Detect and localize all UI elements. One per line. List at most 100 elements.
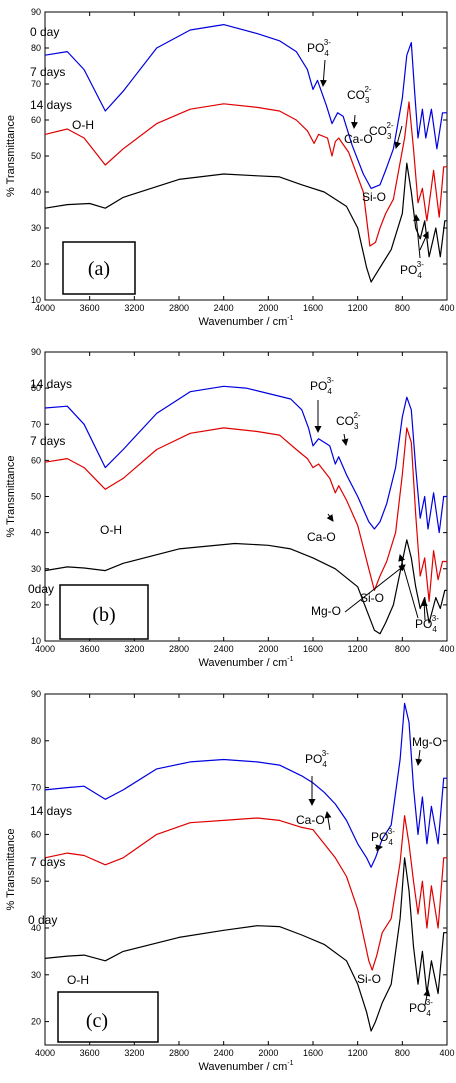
- y-tick-label: 30: [31, 223, 41, 233]
- annotation-arrow: [344, 564, 406, 613]
- annotation-phosphate: PO43-: [400, 260, 424, 280]
- x-tick-label: 2000: [258, 303, 278, 313]
- series-line-7-days: [44, 101, 447, 247]
- chart-panel-1: 4000 3600 3200 2800 2400 2000 1600 1200 800 400 10…: [5, 7, 455, 328]
- x-tick-label: 400: [439, 644, 454, 654]
- series-line-7-days: [44, 427, 447, 602]
- x-axis-label: Wavenumber / cm-1: [198, 315, 293, 328]
- series-line-14-days: [44, 385, 447, 534]
- x-tick-label: 2000: [258, 1048, 278, 1058]
- y-axis-label: % Transmittance: [5, 829, 17, 911]
- annotation-phosphate: PO43-: [371, 827, 395, 847]
- series-label: 14 days: [30, 377, 72, 391]
- y-tick-label: 50: [31, 492, 41, 502]
- y-tick-label: 30: [31, 970, 41, 980]
- annotation-carbonate: CO32-: [347, 85, 372, 105]
- annotation-si-o: Si-O: [357, 972, 381, 986]
- annotation-arrow: [350, 114, 358, 129]
- x-tick-label: 400: [439, 303, 454, 313]
- x-tick-label: 1200: [348, 1048, 368, 1058]
- plot-frame: [44, 693, 448, 1046]
- panel-label-box: [62, 241, 136, 295]
- annotation-o-h: O-H: [72, 118, 94, 132]
- y-tick-label: 30: [31, 564, 41, 574]
- series-label: 7 days: [30, 855, 65, 869]
- series-line-0day: [44, 539, 447, 635]
- y-tick-label: 20: [31, 259, 41, 269]
- y-tick-label: 80: [31, 736, 41, 746]
- annotation-arrow: [374, 844, 383, 852]
- y-tick-label: 10: [31, 295, 41, 305]
- y-tick-label: 50: [31, 151, 41, 161]
- annotation-si-o: Si-O: [360, 591, 384, 605]
- x-tick-label: 1200: [348, 303, 368, 313]
- x-tick-label: 400: [439, 1048, 454, 1058]
- x-tick-label: 4000: [35, 644, 55, 654]
- x-axis-label: Wavenumber / cm-1: [198, 1060, 293, 1073]
- y-tick-label: 80: [31, 383, 41, 393]
- y-tick-label: 50: [31, 876, 41, 886]
- annotation-o-h: O-H: [100, 523, 122, 537]
- x-tick-label: 3200: [124, 1048, 144, 1058]
- annotation-phosphate: PO43-: [305, 749, 329, 769]
- annotation-arrow: [324, 811, 332, 831]
- x-tick-label: 2800: [169, 303, 189, 313]
- x-tick-label: 1600: [303, 644, 323, 654]
- panel-label-box: [59, 584, 149, 640]
- annotation-phosphate: PO43-: [307, 38, 331, 58]
- x-axis-label: Wavenumber / cm-1: [198, 656, 293, 669]
- x-tick-label: 800: [395, 1048, 410, 1058]
- series-line-14-days: [44, 24, 447, 189]
- y-axis-label: % Transmittance: [5, 456, 17, 538]
- y-tick-label: 60: [31, 455, 41, 465]
- annotation-si-o: Si-O: [362, 190, 386, 204]
- annotation-ca-o: Ca-O: [296, 813, 325, 827]
- chart-panel-3: 4000 3600 3200 2800 2400 2000 1600 1200 800 400 20…: [5, 689, 455, 1073]
- series-line-0-day: [44, 857, 447, 1032]
- series-label: 0 day: [30, 25, 59, 39]
- annotation-arrow: [415, 749, 423, 766]
- chart-panel-2: 4000 3600 3200 2800 2400 2000 1600 1200 800 400 10…: [5, 347, 455, 669]
- annotation-arrow: [413, 214, 421, 259]
- series-line-7-days: [44, 815, 447, 971]
- x-tick-label: 800: [395, 303, 410, 313]
- y-tick-label: 70: [31, 783, 41, 793]
- y-tick-label: 60: [31, 115, 41, 125]
- x-tick-label: 3600: [80, 1048, 100, 1058]
- x-tick-label: 2400: [214, 644, 234, 654]
- x-tick-label: 2000: [258, 644, 278, 654]
- x-tick-label: 3600: [80, 303, 100, 313]
- y-tick-label: 70: [31, 79, 41, 89]
- x-tick-label: 1600: [303, 1048, 323, 1058]
- annotation-arrow: [423, 989, 431, 1006]
- y-tick-label: 90: [31, 347, 41, 357]
- y-tick-label: 80: [31, 43, 41, 53]
- x-tick-label: 4000: [35, 303, 55, 313]
- annotation-carbonate: CO32-: [369, 121, 394, 141]
- x-tick-label: 1200: [348, 644, 368, 654]
- x-tick-label: 2400: [214, 303, 234, 313]
- y-tick-label: 40: [31, 187, 41, 197]
- annotation-arrow: [398, 554, 419, 619]
- y-tick-label: 40: [31, 923, 41, 933]
- x-tick-label: 800: [395, 644, 410, 654]
- x-tick-label: 3600: [80, 644, 100, 654]
- series-label: 7 days: [30, 434, 65, 448]
- series-label: 7 days: [30, 65, 65, 79]
- y-tick-label: 90: [31, 689, 41, 699]
- annotation-ca-o: Ca-O: [344, 132, 373, 146]
- series-label: 0day: [28, 582, 54, 596]
- x-tick-label: 3200: [124, 644, 144, 654]
- y-tick-label: 60: [31, 829, 41, 839]
- x-tick-label: 2800: [169, 644, 189, 654]
- y-axis-label: % Transmittance: [5, 115, 17, 197]
- x-tick-label: 3200: [124, 303, 144, 313]
- series-label: 14 days: [30, 98, 72, 112]
- x-tick-label: 4000: [35, 1048, 55, 1058]
- annotation-phosphate: PO43-: [310, 376, 334, 396]
- panel-label: (b): [92, 604, 115, 626]
- series-label: 0 day: [28, 913, 57, 927]
- annotation-mg-o: Mg-O: [311, 604, 341, 618]
- y-tick-label: 20: [31, 600, 41, 610]
- x-tick-label: 1600: [303, 303, 323, 313]
